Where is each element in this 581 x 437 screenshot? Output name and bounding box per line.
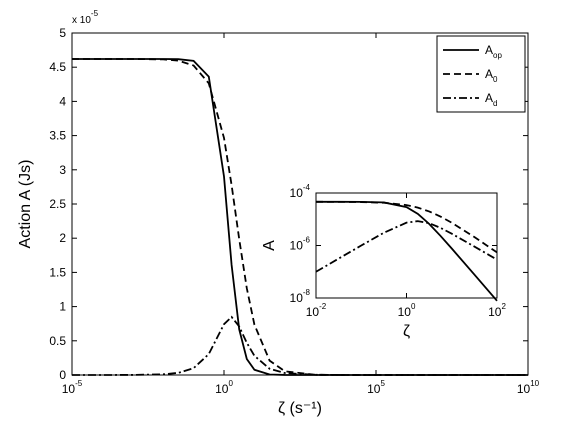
axes-frame: [71, 32, 529, 376]
x-tick-label-exponent: 5: [380, 379, 385, 388]
y-tick-label-exponent: -8: [303, 288, 311, 297]
x-tick-label-exponent: -5: [75, 379, 83, 388]
x-tick-label-base: 10: [398, 305, 412, 319]
y-tick-label: 3.5: [49, 129, 66, 143]
y-axis-label: Action A (Js): [17, 160, 34, 249]
y-multiplier-exponent: -5: [91, 9, 99, 18]
x-tick-label-base: 10: [367, 382, 381, 396]
legend-subscript: op: [493, 51, 502, 60]
x-tick-label: 105: [367, 379, 385, 396]
legend-label: A0: [485, 67, 498, 84]
y-tick-label: 2: [59, 231, 66, 245]
legend-name: A: [485, 43, 493, 57]
x-tick-label-base: 10: [488, 305, 502, 319]
y-multiplier-base: x 10: [72, 15, 91, 26]
x-tick-label: 10-2: [306, 302, 327, 319]
y-tick-label: 4.5: [49, 60, 66, 74]
x-tick-label-exponent: 2: [501, 302, 506, 311]
series-line: [315, 200, 498, 254]
y-tick-label: 10-6: [290, 236, 311, 253]
x-tick-label-base: 10: [306, 305, 320, 319]
x-tick-label-base: 10: [215, 382, 229, 396]
y-tick-label: 1: [59, 300, 66, 314]
y-axis-label: A: [261, 240, 278, 251]
x-tick-label: 100: [215, 379, 233, 396]
series-line: [71, 315, 528, 376]
legend-box: [436, 35, 526, 113]
x-tick-label-base: 10: [62, 382, 76, 396]
x-tick-label-base: 10: [517, 382, 531, 396]
x-axis-label: ζ: [403, 323, 410, 340]
x-tick-label-exponent: 0: [228, 379, 233, 388]
legend-name: A: [485, 91, 493, 105]
y-tick-label: 5: [59, 26, 66, 40]
y-multiplier: x 10-5: [72, 9, 99, 26]
y-tick-label-base: 10: [290, 291, 304, 305]
y-tick-label-base: 10: [290, 186, 304, 200]
x-axis-label: ζ (s⁻¹): [278, 400, 322, 417]
x-tick-label: 10-5: [62, 379, 83, 396]
y-tick-label-base: 10: [290, 239, 304, 253]
y-tick-label: 2.5: [49, 197, 66, 211]
axes-frame: [315, 192, 498, 299]
y-tick-label-exponent: -6: [303, 236, 311, 245]
legend-label: Ad: [485, 91, 497, 108]
x-tick-label: 100: [398, 302, 416, 319]
legend-name: A: [485, 67, 493, 81]
y-tick-label: 4: [59, 94, 66, 108]
y-tick-label: 0: [59, 368, 66, 382]
series-line: [315, 220, 498, 273]
y-tick-label-exponent: -4: [303, 183, 311, 192]
x-tick-label-exponent: 0: [411, 302, 416, 311]
x-tick-label: 1010: [517, 379, 540, 396]
x-tick-label-exponent: -2: [319, 302, 327, 311]
legend-label: Aop: [485, 43, 502, 60]
x-tick-label-exponent: 10: [530, 379, 539, 388]
y-tick-label: 3: [59, 163, 66, 177]
y-tick-label: 10-4: [290, 183, 311, 200]
x-tick-label: 102: [488, 302, 506, 319]
y-tick-label: 1.5: [49, 265, 66, 279]
y-tick-label: 0.5: [49, 334, 66, 348]
legend-subscript: 0: [493, 75, 498, 84]
y-tick-label: 10-8: [290, 288, 311, 305]
legend-subscript: d: [493, 99, 497, 108]
plot-area: [316, 193, 497, 298]
